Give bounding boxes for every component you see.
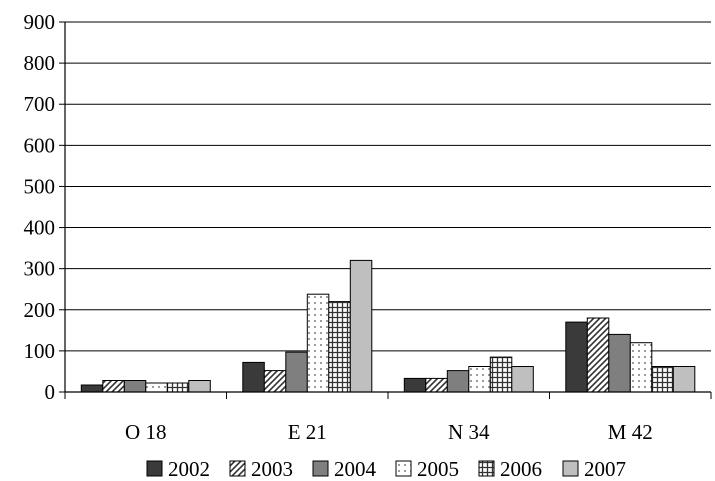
bar-2006-E21 (328, 301, 351, 393)
bars (80, 259, 696, 393)
y-tick-label: 700 (24, 92, 56, 116)
bar-2003-O18 (102, 380, 125, 393)
x-category-label: E 21 (288, 420, 327, 444)
legend-label: 2004 (334, 457, 377, 481)
bar-2007-N34 (511, 366, 534, 393)
y-tick-label: 900 (24, 10, 56, 34)
x-category-label: O 18 (125, 420, 166, 444)
y-tick-label: 500 (24, 174, 56, 198)
legend-swatch (229, 460, 246, 477)
legend-label: 2002 (168, 457, 210, 481)
bar-2002-E21 (242, 361, 265, 393)
legend-label: 2005 (417, 457, 459, 481)
legend-label: 2003 (251, 457, 293, 481)
y-axis-ticks: 0 100 200 300 400 500 600 700 800 900 (24, 10, 65, 404)
bar-2006-N34 (489, 356, 513, 393)
bar-2004-O18 (123, 380, 147, 393)
y-tick-label: 600 (24, 133, 56, 157)
y-tick-label: 400 (24, 216, 56, 240)
legend-item-2004: 2004 (312, 457, 377, 481)
bar-2003-N34 (425, 377, 448, 393)
legend-item-2002: 2002 (146, 457, 210, 481)
legend-item-2007: 2007 (562, 457, 626, 481)
legend-item-2005: 2005 (395, 457, 459, 481)
gridlines (65, 21, 711, 352)
bar-2007-E21 (349, 259, 373, 393)
legend-label: 2007 (584, 457, 626, 481)
bar-2005-M42 (629, 342, 653, 393)
legend-swatch (395, 460, 412, 477)
x-category-label: N 34 (448, 420, 490, 444)
bar-2004-M42 (608, 333, 631, 393)
bar-2003-M42 (586, 317, 610, 393)
legend-item-2003: 2003 (229, 457, 293, 481)
x-axis-categories: O 18 E 21 N 34 M 42 (64, 392, 712, 444)
bar-2005-O18 (145, 382, 168, 393)
bar-2002-M42 (565, 321, 588, 393)
bar-2007-O18 (188, 380, 211, 393)
bar-2002-O18 (80, 384, 104, 393)
legend-swatch (562, 460, 579, 477)
bar-2004-N34 (446, 370, 470, 393)
legend: 2002 2003 2004 2005 2006 2007 (146, 457, 626, 481)
y-tick-label: 0 (45, 380, 56, 404)
bar-2005-N34 (468, 366, 491, 393)
legend-label: 2006 (500, 457, 542, 481)
legend-item-2006: 2006 (478, 457, 542, 481)
bar-2005-E21 (306, 293, 330, 393)
y-tick-label: 800 (24, 51, 56, 75)
legend-swatch (478, 460, 495, 477)
bar-2004-E21 (285, 351, 308, 393)
legend-swatch (312, 460, 329, 477)
bar-2006-O18 (166, 382, 190, 393)
y-tick-label: 100 (24, 339, 56, 363)
bar-2002-N34 (403, 377, 427, 393)
x-category-label: M 42 (608, 420, 653, 444)
bar-2007-M42 (672, 366, 696, 393)
legend-swatch (146, 460, 163, 477)
y-tick-label: 200 (24, 298, 56, 322)
bar-2003-E21 (263, 370, 287, 393)
bar-2006-M42 (651, 366, 674, 393)
y-tick-label: 300 (24, 257, 56, 281)
